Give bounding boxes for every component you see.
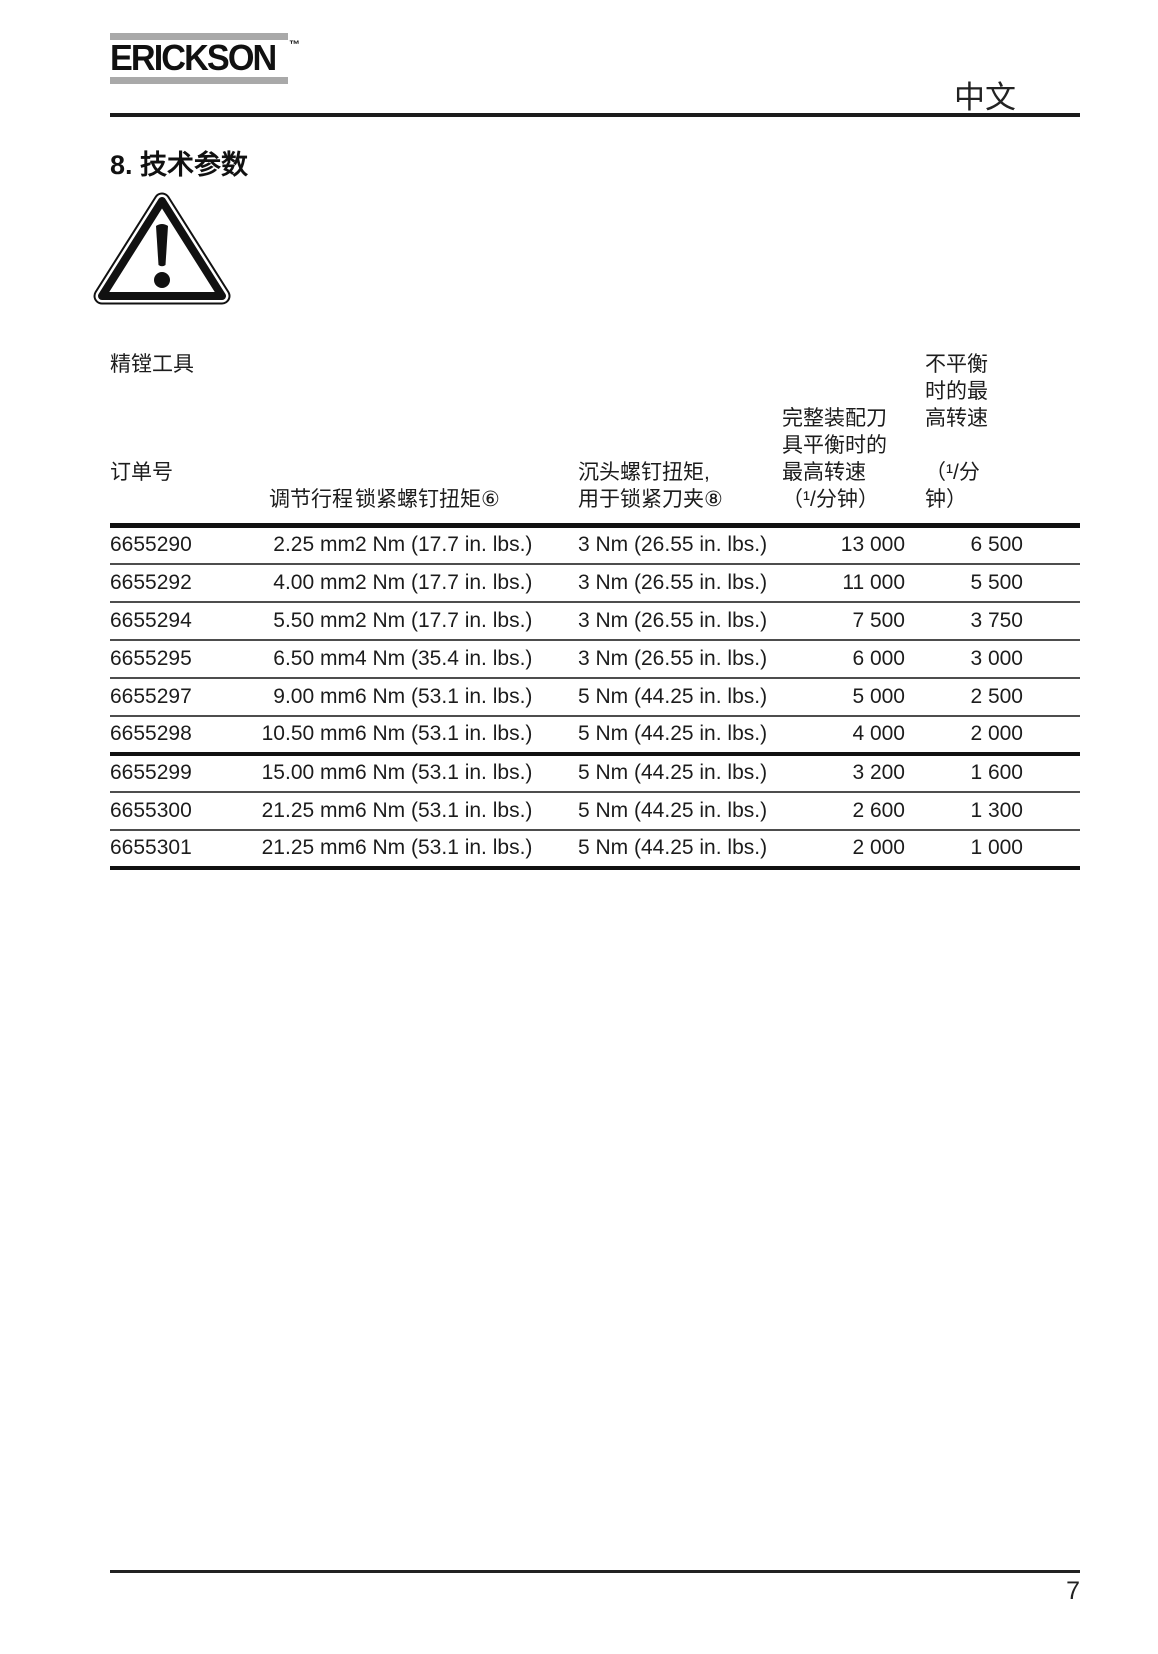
table-row: 6655300 21.25 mm 6 Nm (53.1 in. lbs.) 5 … <box>110 791 1080 831</box>
cell-adjustment-range: 10.50 mm <box>245 715 355 756</box>
cell-max-rpm-unbalanced: 2 500 <box>907 677 1080 717</box>
cell-max-rpm-unbalanced: 2 000 <box>907 715 1080 756</box>
cell-adjustment-range: 2.25 mm <box>245 525 355 565</box>
column-header-max-rpm-balanced: 完整装配刀 具平衡时的 最高转速 （¹/分钟） <box>782 324 907 528</box>
exclamation-stem <box>156 224 168 267</box>
column-header-max-rpm-unbalanced: 不平衡 时的最 高转速 （¹/分 钟） <box>907 324 1080 528</box>
cell-max-rpm-balanced: 11 000 <box>782 563 907 603</box>
section-title: 8. 技术参数 <box>110 150 249 180</box>
table-header-row: 精镗工具 订单号 调节行程 锁紧螺钉扭矩⑥ 沉头螺钉扭矩, 用于锁紧刀夹⑧ 完整… <box>110 324 1080 528</box>
footer-rule <box>110 1570 1080 1573</box>
cell-countersunk-screw-torque: 5 Nm (44.25 in. lbs.) <box>578 715 782 756</box>
header-rule <box>110 113 1080 117</box>
cell-max-rpm-unbalanced: 6 500 <box>907 525 1080 565</box>
cell-locking-screw-torque: 6 Nm (53.1 in. lbs.) <box>355 677 578 717</box>
table-row: 6655292 4.00 mm 2 Nm (17.7 in. lbs.) 3 N… <box>110 563 1080 603</box>
cell-max-rpm-balanced: 13 000 <box>782 525 907 565</box>
cell-order-no: 6655297 <box>110 677 245 717</box>
cell-order-no: 6655300 <box>110 791 245 831</box>
cell-adjustment-range: 21.25 mm <box>245 829 355 870</box>
table-row: 6655294 5.50 mm 2 Nm (17.7 in. lbs.) 3 N… <box>110 601 1080 641</box>
logo-top-bar <box>110 33 288 40</box>
cell-adjustment-range: 4.00 mm <box>245 563 355 603</box>
cell-max-rpm-balanced: 3 200 <box>782 753 907 793</box>
table-row: 6655295 6.50 mm 4 Nm (35.4 in. lbs.) 3 N… <box>110 639 1080 679</box>
cell-order-no: 6655294 <box>110 601 245 641</box>
cell-max-rpm-unbalanced: 3 000 <box>907 639 1080 679</box>
cell-countersunk-screw-torque: 3 Nm (26.55 in. lbs.) <box>578 525 782 565</box>
spec-table: 精镗工具 订单号 调节行程 锁紧螺钉扭矩⑥ 沉头螺钉扭矩, 用于锁紧刀夹⑧ 完整… <box>110 324 1080 870</box>
cell-countersunk-screw-torque: 5 Nm (44.25 in. lbs.) <box>578 791 782 831</box>
cell-adjustment-range: 21.25 mm <box>245 791 355 831</box>
cell-max-rpm-unbalanced: 1 300 <box>907 791 1080 831</box>
cell-max-rpm-balanced: 2 000 <box>782 829 907 870</box>
warning-triangle-icon <box>93 192 231 305</box>
cell-countersunk-screw-torque: 3 Nm (26.55 in. lbs.) <box>578 639 782 679</box>
logo-bottom-bar <box>110 77 288 84</box>
page-number: 7 <box>1066 1577 1080 1605</box>
cell-countersunk-screw-torque: 5 Nm (44.25 in. lbs.) <box>578 753 782 793</box>
cell-max-rpm-unbalanced: 3 750 <box>907 601 1080 641</box>
cell-order-no: 6655292 <box>110 563 245 603</box>
trademark-symbol: ™ <box>289 39 300 51</box>
cell-locking-screw-torque: 6 Nm (53.1 in. lbs.) <box>355 753 578 793</box>
erickson-logo-text: ERICKSON <box>110 37 277 78</box>
column-header-locking-screw-torque: 锁紧螺钉扭矩⑥ <box>355 324 578 528</box>
cell-order-no: 6655290 <box>110 525 245 565</box>
cell-locking-screw-torque: 2 Nm (17.7 in. lbs.) <box>355 563 578 603</box>
column-header-adjustment-range: 调节行程 <box>245 324 355 528</box>
caption-gap <box>110 405 245 432</box>
table-row: 6655301 21.25 mm 6 Nm (53.1 in. lbs.) 5 … <box>110 829 1080 870</box>
cell-order-no: 6655301 <box>110 829 245 870</box>
table-row: 6655290 2.25 mm 2 Nm (17.7 in. lbs.) 3 N… <box>110 525 1080 565</box>
cell-locking-screw-torque: 2 Nm (17.7 in. lbs.) <box>355 525 578 565</box>
cell-max-rpm-balanced: 5 000 <box>782 677 907 717</box>
column-header-countersunk-screw-torque: 沉头螺钉扭矩, 用于锁紧刀夹⑧ <box>578 324 782 528</box>
cell-countersunk-screw-torque: 3 Nm (26.55 in. lbs.) <box>578 563 782 603</box>
cell-max-rpm-unbalanced: 1 000 <box>907 829 1080 870</box>
cell-locking-screw-torque: 4 Nm (35.4 in. lbs.) <box>355 639 578 679</box>
column-header-order-no: 精镗工具 订单号 <box>110 324 245 528</box>
cell-adjustment-range: 5.50 mm <box>245 601 355 641</box>
cell-locking-screw-torque: 6 Nm (53.1 in. lbs.) <box>355 791 578 831</box>
cell-order-no: 6655299 <box>110 753 245 793</box>
brand-logo: ERICKSON ™ <box>110 33 300 84</box>
cell-max-rpm-unbalanced: 1 600 <box>907 753 1080 793</box>
cell-locking-screw-torque: 6 Nm (53.1 in. lbs.) <box>355 715 578 756</box>
table-row: 6655298 10.50 mm 6 Nm (53.1 in. lbs.) 5 … <box>110 715 1080 756</box>
language-label: 中文 <box>954 80 1016 115</box>
cell-locking-screw-torque: 2 Nm (17.7 in. lbs.) <box>355 601 578 641</box>
cell-max-rpm-balanced: 6 000 <box>782 639 907 679</box>
table-caption: 精镗工具 <box>110 353 194 376</box>
cell-max-rpm-balanced: 4 000 <box>782 715 907 756</box>
cell-max-rpm-balanced: 7 500 <box>782 601 907 641</box>
cell-locking-screw-torque: 6 Nm (53.1 in. lbs.) <box>355 829 578 870</box>
cell-max-rpm-unbalanced: 5 500 <box>907 563 1080 603</box>
cell-adjustment-range: 15.00 mm <box>245 753 355 793</box>
cell-max-rpm-balanced: 2 600 <box>782 791 907 831</box>
table-row: 6655297 9.00 mm 6 Nm (53.1 in. lbs.) 5 N… <box>110 677 1080 717</box>
table-row: 6655299 15.00 mm 6 Nm (53.1 in. lbs.) 5 … <box>110 753 1080 793</box>
cell-order-no: 6655298 <box>110 715 245 756</box>
cell-countersunk-screw-torque: 5 Nm (44.25 in. lbs.) <box>578 677 782 717</box>
cell-countersunk-screw-torque: 5 Nm (44.25 in. lbs.) <box>578 829 782 870</box>
cell-adjustment-range: 9.00 mm <box>245 677 355 717</box>
exclamation-dot <box>154 272 170 288</box>
cell-adjustment-range: 6.50 mm <box>245 639 355 679</box>
cell-order-no: 6655295 <box>110 639 245 679</box>
cell-countersunk-screw-torque: 3 Nm (26.55 in. lbs.) <box>578 601 782 641</box>
